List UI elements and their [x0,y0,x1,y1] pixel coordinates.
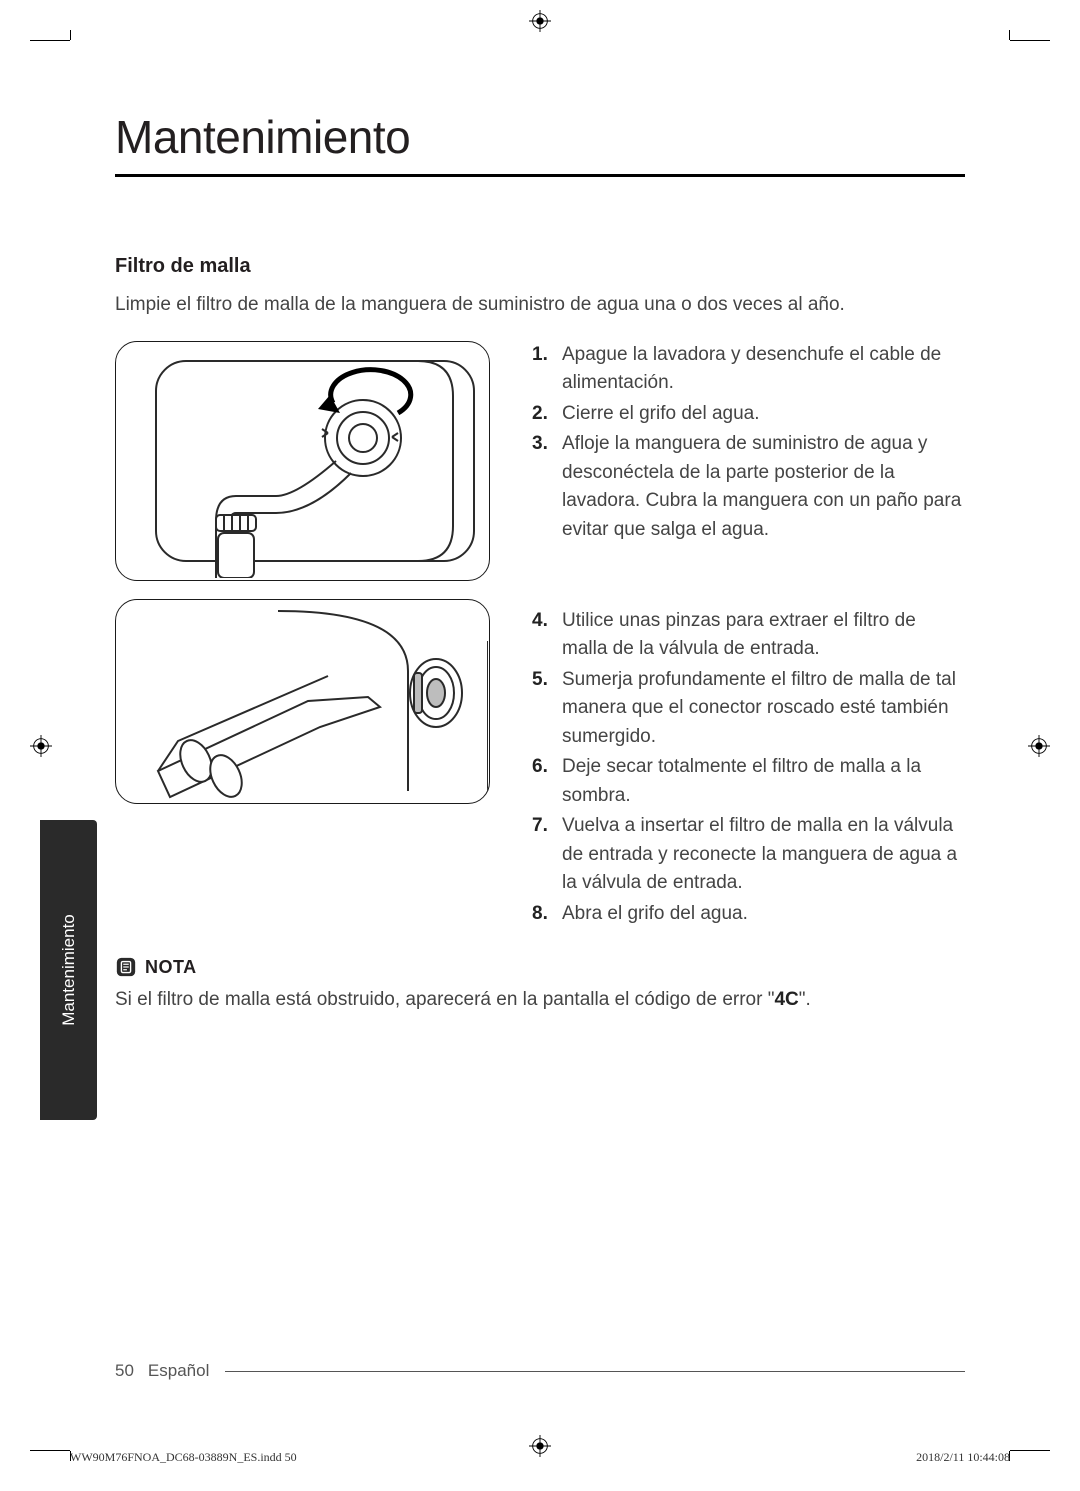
footer-rule [225,1371,965,1372]
note-label: NOTA [145,957,197,978]
step-number: 6 [532,753,548,782]
registration-mark-icon [529,10,551,32]
step-text: Cierre el grifo del agua. [562,403,760,424]
print-timestamp: 2018/2/11 10:44:08 [916,1450,1010,1465]
step-item: 8 Abra el grifo del agua. [532,900,965,929]
page-content: Mantenimiento Mantenimiento Filtro de ma… [115,110,965,1381]
note-header: NOTA [115,956,965,978]
error-code: 4C [774,989,798,1010]
illustration-remove-filter [115,599,490,804]
step-text: Deje secar totalmente el filtro de malla… [562,756,921,806]
note-icon [115,956,137,978]
step-item: 3 Afloje la manguera de suministro de agu… [532,430,965,544]
step-text: Apague la lavadora y desenchufe el cable… [562,344,941,394]
crop-mark [1010,1450,1050,1451]
crop-mark [70,30,71,40]
step-number: 3 [532,430,548,459]
note-text: Si el filtro de malla está obstruido, ap… [115,986,965,1015]
crop-mark [30,40,70,41]
step-number: 5 [532,666,548,695]
step-number: 8 [532,900,548,929]
crop-mark [1010,40,1050,41]
step-text: Utilice unas pinzas para extraer el filt… [562,610,916,660]
step-item: 1 Apague la lavadora y desenchufe el cabl… [532,341,965,398]
step-item: 4 Utilice unas pinzas para extraer el fil… [532,607,965,664]
crop-mark [1009,30,1010,40]
steps-list-a: 1 Apague la lavadora y desenchufe el cabl… [532,341,965,545]
page-language: Español [148,1361,209,1381]
section-subheading: Filtro de malla [115,255,965,278]
step-number: 4 [532,607,548,636]
illustration-detach-hose [115,341,490,581]
illustration-column [115,341,490,945]
registration-mark-icon [1028,735,1050,757]
page-footer: 50 Español [115,1361,965,1381]
step-item: 2 Cierre el grifo del agua. [532,400,965,429]
intro-text: Limpie el filtro de malla de la manguera… [115,292,965,319]
side-tab: Mantenimiento [40,820,97,1120]
print-file: WW90M76FNOA_DC68-03889N_ES.indd 50 [70,1450,297,1465]
crop-mark [30,1450,70,1451]
page-number: 50 [115,1361,134,1381]
side-tab-label: Mantenimiento [59,914,79,1026]
step-item: 7 Vuelva a insertar el filtro de malla en… [532,812,965,898]
step-number: 7 [532,812,548,841]
step-item: 5 Sumerja profundamente el filtro de mall… [532,666,965,752]
step-number: 2 [532,400,548,429]
steps-list-b: 4 Utilice unas pinzas para extraer el fil… [532,607,965,929]
note-prefix: Si el filtro de malla está obstruido, ap… [115,989,774,1010]
steps-column: 1 Apague la lavadora y desenchufe el cabl… [532,341,965,945]
step-text: Abra el grifo del agua. [562,903,748,924]
step-item: 6 Deje secar totalmente el filtro de mall… [532,753,965,810]
note-suffix: ". [799,989,811,1010]
page-title: Mantenimiento [115,110,965,177]
registration-mark-icon [30,735,52,757]
step-text: Afloje la manguera de suministro de agua… [562,433,961,540]
step-text: Vuelva a insertar el filtro de malla en … [562,815,957,893]
step-text: Sumerja profundamente el filtro de malla… [562,669,956,747]
step-number: 1 [532,341,548,370]
print-footer: WW90M76FNOA_DC68-03889N_ES.indd 50 2018/… [70,1450,1010,1465]
